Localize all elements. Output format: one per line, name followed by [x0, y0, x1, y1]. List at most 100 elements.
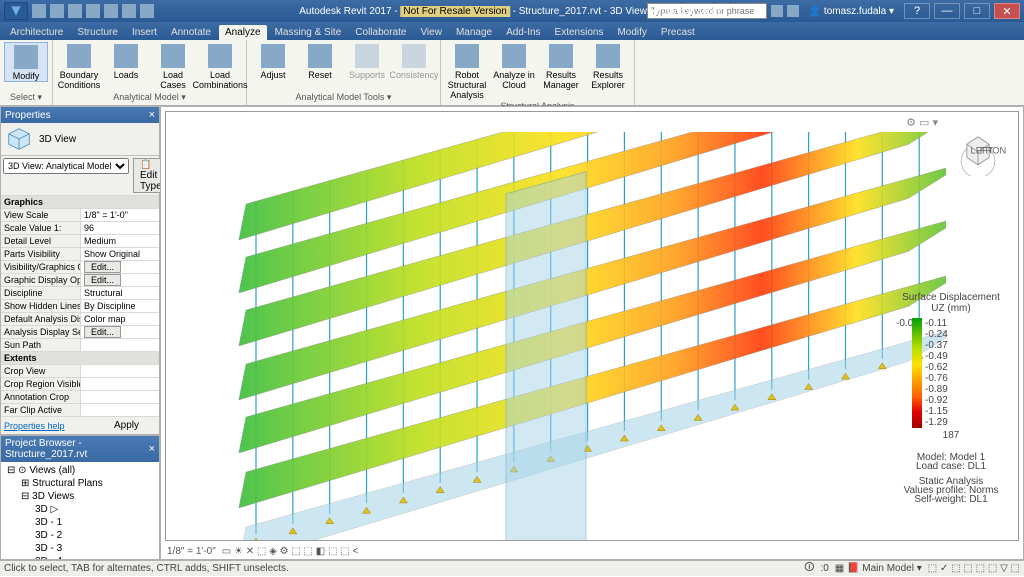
help-button[interactable]: ?	[904, 3, 930, 19]
property-row[interactable]: Far Clip Active	[1, 404, 159, 417]
view-type-label: 3D View	[39, 134, 76, 145]
property-row[interactable]: Annotation Crop	[1, 391, 159, 404]
minimize-button[interactable]: —	[934, 3, 960, 19]
tab-massing-site[interactable]: Massing & Site	[269, 25, 348, 40]
section-header: Graphics	[1, 196, 159, 208]
tab-view[interactable]: View	[414, 25, 448, 40]
qat-icon[interactable]	[104, 4, 118, 18]
view-control-bar[interactable]: 1/8" = 1'-0" ▭ ☀ ✕ ⬚ ◈ ⚙ ⬚ ⬚ ◧ ⬚ ⬚ <	[167, 546, 358, 557]
property-row[interactable]: Parts VisibilityShow Original	[1, 248, 159, 261]
property-row[interactable]: Visibility/Graphics Ov...Edit...	[1, 261, 159, 274]
close-icon[interactable]: ×	[149, 109, 155, 121]
consistency-button[interactable]: Consistency	[392, 42, 436, 80]
qat-icon[interactable]	[50, 4, 64, 18]
app-menu-button[interactable]	[4, 2, 28, 20]
loads-button[interactable]: Loads	[104, 42, 148, 80]
ribbon: ModifySelect ▾Boundary ConditionsLoadsLo…	[0, 40, 1024, 106]
result-legend: Surface Displacement UZ (mm) -0.00 -0.11…	[896, 292, 1006, 504]
results-manager-button[interactable]: Results Manager	[539, 42, 583, 90]
apply-button[interactable]: Apply	[96, 419, 157, 432]
browser-item[interactable]: ⊟ 3D Views	[3, 490, 157, 503]
ribbon-icon	[114, 44, 138, 68]
property-row[interactable]: DisciplineStructural	[1, 287, 159, 300]
property-row[interactable]: Crop View	[1, 365, 159, 378]
tab-collaborate[interactable]: Collaborate	[349, 25, 412, 40]
browser-item[interactable]: ⊞ Structural Plans	[3, 477, 157, 490]
view-options-icon[interactable]: ⚙ ▭ ▾	[906, 116, 938, 129]
quick-access-toolbar	[32, 4, 154, 18]
ribbon-tabs: ArchitectureStructureInsertAnnotateAnaly…	[0, 22, 1024, 40]
tab-manage[interactable]: Manage	[450, 25, 498, 40]
property-row[interactable]: View Scale1/8" = 1'-0"	[1, 209, 159, 222]
title-bar: Autodesk Revit 2017 - Not For Resale Ver…	[0, 0, 1024, 22]
supports-button[interactable]: Supports	[345, 42, 389, 80]
star-icon[interactable]	[787, 5, 799, 17]
maximize-button[interactable]: □	[964, 3, 990, 19]
tab-structure[interactable]: Structure	[71, 25, 124, 40]
tab-modify[interactable]: Modify	[611, 25, 652, 40]
ribbon-icon	[355, 44, 379, 68]
property-row[interactable]: Default Analysis Displ...Color map	[1, 313, 159, 326]
tab-analyze[interactable]: Analyze	[219, 25, 267, 40]
ribbon-group: Boundary ConditionsLoadsLoad CasesLoad C…	[53, 40, 247, 105]
tab-annotate[interactable]: Annotate	[165, 25, 217, 40]
left-column: Properties× 3D View 3D View: Analytical …	[0, 106, 160, 560]
svg-text:FRONT: FRONT	[980, 146, 1006, 156]
user-label[interactable]: 👤 tomasz.fudala ▾	[809, 6, 894, 17]
zero-label: :0	[820, 563, 828, 574]
ribbon-icon	[208, 44, 232, 68]
close-icon[interactable]: ×	[149, 443, 155, 455]
section-header: Extents	[1, 352, 159, 364]
reset-button[interactable]: Reset	[298, 42, 342, 80]
view-cube[interactable]: LEFT FRONT	[950, 120, 1006, 176]
legend-gradient	[912, 318, 922, 428]
tab-add-ins[interactable]: Add-Ins	[500, 25, 546, 40]
ribbon-icon	[502, 44, 526, 68]
browser-item[interactable]: 3D - 2	[3, 529, 157, 542]
view-canvas[interactable]: Surface Displacement UZ (mm) -0.00 -0.11…	[165, 111, 1019, 541]
qat-icon[interactable]	[140, 4, 154, 18]
browser-item[interactable]: 3D - 3	[3, 542, 157, 555]
window-title: Autodesk Revit 2017 - Not For Resale Ver…	[299, 6, 724, 17]
properties-panel: Properties× 3D View 3D View: Analytical …	[0, 106, 160, 435]
property-row[interactable]: Analysis Display Settin...Edit...	[1, 326, 159, 339]
close-button[interactable]: ✕	[994, 3, 1020, 19]
ribbon-icon	[402, 44, 426, 68]
properties-grid: GraphicsView Scale1/8" = 1'-0"Scale Valu…	[1, 196, 159, 417]
ribbon-icon	[455, 44, 479, 68]
type-selector[interactable]: 3D View: Analytical Model	[3, 158, 129, 174]
infocenter-icon[interactable]	[771, 5, 783, 17]
property-row[interactable]: Scale Value 1:96	[1, 222, 159, 235]
qat-icon[interactable]	[122, 4, 136, 18]
tab-extensions[interactable]: Extensions	[549, 25, 610, 40]
results-explorer-button[interactable]: Results Explorer	[586, 42, 630, 90]
load-cases-button[interactable]: Load Cases	[151, 42, 195, 90]
ribbon-icon	[308, 44, 332, 68]
qat-icon[interactable]	[86, 4, 100, 18]
robot-structural-analysis-button[interactable]: Robot Structural Analysis	[445, 42, 489, 100]
browser-item[interactable]: 3D ▷	[3, 503, 157, 516]
load-combinations-button[interactable]: Load Combinations	[198, 42, 242, 90]
property-row[interactable]: Graphic Display OptionsEdit...	[1, 274, 159, 287]
ribbon-icon	[261, 44, 285, 68]
modify-button[interactable]: Modify	[4, 42, 48, 82]
ribbon-group: AdjustResetSupportsConsistencyAnalytical…	[247, 40, 441, 105]
property-row[interactable]: Crop Region Visible	[1, 378, 159, 391]
boundary-conditions-button[interactable]: Boundary Conditions	[57, 42, 101, 90]
property-row[interactable]: Show Hidden LinesBy Discipline	[1, 300, 159, 313]
tab-precast[interactable]: Precast	[655, 25, 701, 40]
property-row[interactable]: Detail LevelMedium	[1, 235, 159, 248]
properties-title: Properties×	[1, 107, 159, 123]
browser-item[interactable]: 3D - 1	[3, 516, 157, 529]
qat-icon[interactable]	[32, 4, 46, 18]
tab-architecture[interactable]: Architecture	[4, 25, 69, 40]
browser-item[interactable]: ⊟ ⊙ Views (all)	[3, 464, 157, 477]
browser-tree[interactable]: ⊟ ⊙ Views (all)⊞ Structural Plans⊟ 3D Vi…	[1, 462, 159, 560]
tab-insert[interactable]: Insert	[126, 25, 163, 40]
status-hint: Click to select, TAB for alternates, CTR…	[4, 563, 289, 574]
adjust-button[interactable]: Adjust	[251, 42, 295, 80]
properties-help-link[interactable]: Properties help	[1, 419, 68, 433]
qat-icon[interactable]	[68, 4, 82, 18]
property-row[interactable]: Sun Path	[1, 339, 159, 352]
analyze-in-cloud-button[interactable]: Analyze in Cloud	[492, 42, 536, 90]
